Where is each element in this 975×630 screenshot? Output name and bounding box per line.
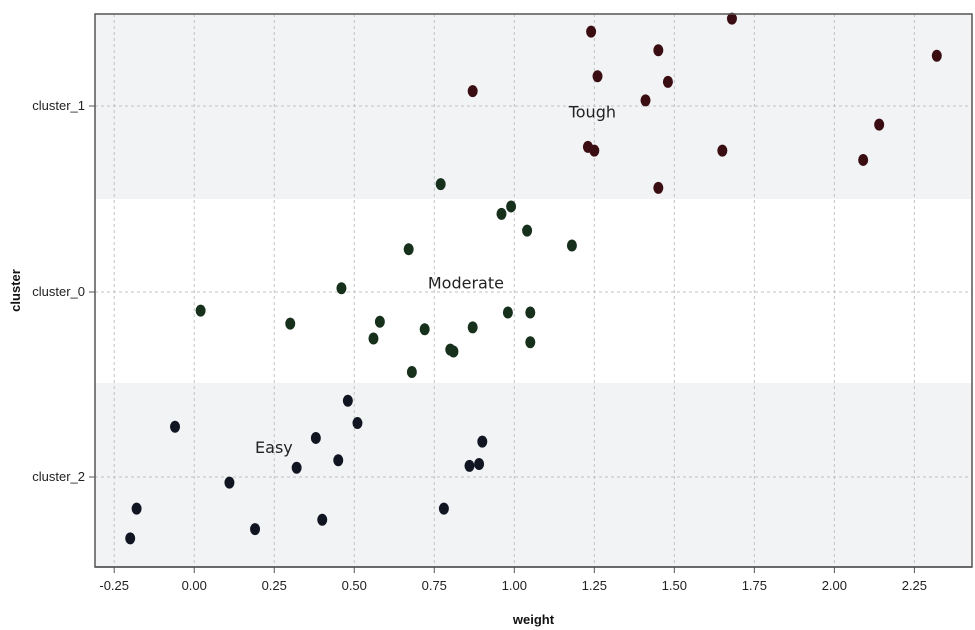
- annotation-label: Easy: [255, 438, 293, 457]
- data-points: [125, 12, 942, 545]
- data-point-cluster_2: [352, 417, 363, 430]
- category-bands: [95, 14, 972, 567]
- data-point-cluster_2: [477, 435, 488, 448]
- data-point-cluster_2: [131, 502, 142, 515]
- data-point-cluster_1: [592, 70, 603, 83]
- data-point-cluster_0: [496, 207, 507, 220]
- annotation-label: Moderate: [428, 274, 504, 293]
- data-point-cluster_0: [525, 306, 536, 319]
- data-point-cluster_1: [662, 75, 673, 88]
- data-point-cluster_2: [317, 513, 328, 526]
- data-point-cluster_2: [438, 502, 449, 515]
- data-point-cluster_1: [586, 25, 597, 38]
- data-point-cluster_2: [291, 461, 302, 474]
- x-tick-label: -0.25: [99, 578, 129, 593]
- x-tick-label: 1.50: [662, 578, 687, 593]
- annotation-label: Tough: [568, 103, 616, 122]
- annotations: Tough Moderate Easy: [255, 103, 616, 458]
- x-tick-label: 1.25: [582, 578, 607, 593]
- data-point-cluster_0: [448, 345, 459, 358]
- data-point-cluster_0: [502, 306, 513, 319]
- data-point-cluster_2: [170, 420, 181, 433]
- data-point-cluster_1: [726, 12, 737, 25]
- data-point-cluster_1: [717, 144, 728, 157]
- x-tick-label: 2.00: [822, 578, 847, 593]
- data-point-cluster_1: [653, 44, 664, 57]
- x-tick-label: 2.25: [902, 578, 927, 593]
- data-point-cluster_0: [566, 239, 577, 252]
- data-point-cluster_2: [125, 532, 136, 545]
- x-tick-label: 1.75: [742, 578, 767, 593]
- band-cluster-0: [95, 199, 972, 383]
- data-point-cluster_0: [374, 315, 385, 328]
- data-point-cluster_2: [474, 457, 485, 470]
- data-point-cluster_2: [224, 476, 235, 489]
- y-axis-title: cluster: [8, 269, 23, 312]
- x-tick-label: 1.00: [502, 578, 527, 593]
- data-point-cluster_0: [435, 178, 446, 191]
- data-point-cluster_1: [653, 181, 664, 194]
- data-point-cluster_2: [333, 454, 344, 467]
- data-point-cluster_0: [195, 304, 206, 317]
- data-point-cluster_1: [640, 94, 651, 107]
- x-tick-label: 0.25: [262, 578, 287, 593]
- data-point-cluster_1: [858, 153, 869, 166]
- data-point-cluster_0: [525, 336, 536, 349]
- x-tick-label: 0.75: [422, 578, 447, 593]
- x-tick-label: 0.50: [342, 578, 367, 593]
- y-tick-label: cluster_2: [32, 469, 85, 484]
- data-point-cluster_2: [464, 459, 475, 472]
- y-axis: cluster_1 cluster_0 cluster_2: [32, 98, 95, 484]
- data-point-cluster_1: [931, 49, 942, 62]
- data-point-cluster_1: [874, 118, 885, 131]
- y-tick-label: cluster_0: [32, 284, 85, 299]
- data-point-cluster_2: [342, 394, 353, 407]
- data-point-cluster_0: [368, 332, 379, 345]
- grid-lines: [95, 14, 972, 567]
- data-point-cluster_1: [589, 144, 600, 157]
- data-point-cluster_0: [506, 200, 517, 213]
- x-axis: -0.25 0.00 0.25 0.50 0.75 1.00 1.25 1.50 1.75 2.0…: [95, 566, 972, 593]
- band-cluster-2: [95, 383, 972, 567]
- y-tick-label: cluster_1: [32, 98, 85, 113]
- data-point-cluster_2: [250, 523, 261, 536]
- data-point-cluster_0: [419, 323, 430, 336]
- data-point-cluster_0: [406, 365, 417, 378]
- x-tick-label: 0.00: [182, 578, 207, 593]
- data-point-cluster_0: [467, 321, 478, 334]
- data-point-cluster_0: [285, 317, 296, 330]
- data-point-cluster_0: [403, 243, 414, 256]
- data-point-cluster_1: [467, 85, 478, 98]
- data-point-cluster_2: [310, 431, 321, 444]
- data-point-cluster_0: [522, 224, 533, 237]
- data-point-cluster_0: [336, 282, 347, 295]
- x-axis-title: weight: [512, 612, 555, 627]
